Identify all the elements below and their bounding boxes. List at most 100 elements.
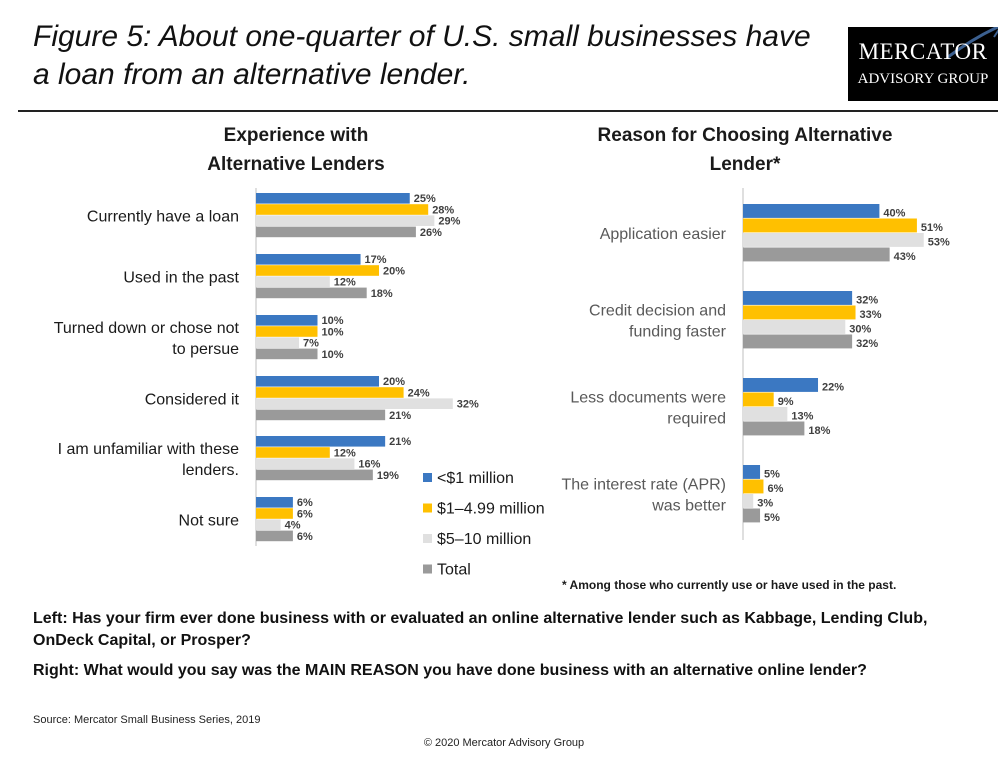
legend-label: Total [437,562,471,579]
chart-2-bar [743,204,880,218]
chart-2-category-label: was better [651,498,726,515]
chart-1-bar [256,226,416,238]
chart-1-bar [256,276,330,287]
chart-2-value-label: 22% [822,382,844,394]
chart-2-bar [743,291,853,305]
chart-1-value-label: 24% [408,387,430,399]
legend-swatch [423,534,432,543]
chart-1-bar [256,530,293,542]
chart-2-value-label: 33% [860,309,882,321]
chart-2-value-label: 13% [791,411,813,423]
chart-2-value-label: 18% [808,425,830,437]
chart-1-value-label: 17% [365,254,387,266]
chart-2-value-label: 32% [856,338,878,350]
chart-1-bar [256,315,318,326]
chart-2-value-label: 40% [883,208,905,220]
chart-2-category-label: Credit decision and [589,303,726,320]
chart-2-category-label: Less documents were [570,390,726,407]
chart-1-value-label: 29% [438,216,460,228]
chart-1-bar [256,204,429,215]
legend-swatch [423,473,432,482]
chart-2-value-label: 5% [764,469,780,481]
legend-swatch [423,564,432,574]
chart-1-bar [256,469,373,481]
chart-2-value-label: 5% [764,512,780,524]
legend-label: $5–10 million [437,531,531,548]
chart-2-bar [743,378,819,392]
chart-1-bar [256,337,300,348]
chart-2-bar [743,218,917,233]
logo-line-2: ADVISORY GROUP [857,71,989,87]
chart-2-value-label: 6% [767,483,783,495]
chart-2-bar [743,421,805,436]
chart-1-value-label: 19% [377,470,399,482]
chart-1-category-label: Used in the past [123,269,239,286]
chart-1-value-label: 18% [371,288,393,300]
charts-canvas: Experience with Alternative Lenders Curren… [54,125,950,579]
chart-1-category-label: lenders. [182,462,239,479]
footnote: * Among those who currently use or have … [562,578,897,592]
chart-1-value-label: 25% [414,193,436,205]
chart-1-category-label: Not sure [179,512,240,529]
logo-line-1: MERCATOR [858,39,988,64]
chart-1-bar [256,287,367,299]
chart-1-value-label: 26% [420,227,442,239]
chart-2-bar [743,494,754,508]
chart-1-value-label: 20% [383,376,405,388]
logo-swoosh-icon [947,27,998,59]
chart-1-value-label: 28% [432,204,454,216]
chart-1-value-label: 21% [389,436,411,448]
chart-2-bar [743,392,774,407]
chart-1-category-label: I am unfamiliar with these [58,441,240,458]
chart-1-bar [256,215,435,226]
source-note: Source: Mercator Small Business Series, … [33,714,261,726]
chart-1-bar [256,348,318,360]
legend-swatch [423,503,432,513]
chart-2-category-label: The interest rate (APR) [562,477,727,494]
question-right: Right: What would you say was the MAIN R… [33,662,867,679]
chart-2-category-label: funding faster [629,324,727,341]
chart-1-value-label: 4% [285,520,301,532]
title-divider [18,110,998,112]
chart-2-bar [743,508,761,523]
chart-2-value-label: 30% [849,324,871,336]
chart-2-title-line-1: Reason for Choosing Alternative [598,125,893,146]
chart-1-bar [256,376,379,387]
chart-1-value-label: 12% [334,277,356,289]
chart-1-category-label: Considered it [145,391,240,408]
chart-1-bar [256,326,318,337]
chart-1-value-label: 10% [322,315,344,327]
chart-1-value-label: 6% [297,531,313,543]
chart-1-bar [256,265,379,276]
chart-2-category-label: required [667,411,726,428]
chart-1-category-label: to persue [172,341,239,358]
chart-2-bar [743,465,761,479]
chart-2-category-label: Application easier [600,226,727,243]
chart-1-value-label: 20% [383,265,405,277]
chart-2-value-label: 53% [928,237,950,249]
figure-title: Figure 5: About one-quarter of U.S. smal… [33,20,811,91]
chart-2-value-label: 9% [778,396,794,408]
chart-1-bar [256,193,410,204]
chart-1-value-label: 10% [322,326,344,338]
chart-1-bar [256,458,355,469]
chart-1-value-label: 32% [457,399,479,411]
legend-label: $1–4.99 million [437,501,545,518]
mercator-logo: MERCATOR ADVISORY GROUP [848,27,998,101]
chart-2-bar [743,305,856,320]
chart-2-bar [743,247,890,262]
legend-label: <$1 million [437,470,514,487]
chart-2-value-label: 51% [921,222,943,234]
chart-1-bar [256,497,293,508]
chart-1-category-label: Turned down or chose not [54,320,240,337]
chart-2-value-label: 3% [757,498,773,510]
chart-1-bar [256,447,330,458]
chart-1-value-label: 21% [389,410,411,422]
chart-2-bar [743,233,924,247]
chart-1-bar [256,387,404,398]
chart-1-title-line-1: Experience with [224,125,369,146]
chart-1-title-line-2: Alternative Lenders [207,154,384,175]
chart-2-value-label: 32% [856,295,878,307]
copyright: © 2020 Mercator Advisory Group [423,737,585,749]
chart-1-value-label: 6% [297,497,313,509]
